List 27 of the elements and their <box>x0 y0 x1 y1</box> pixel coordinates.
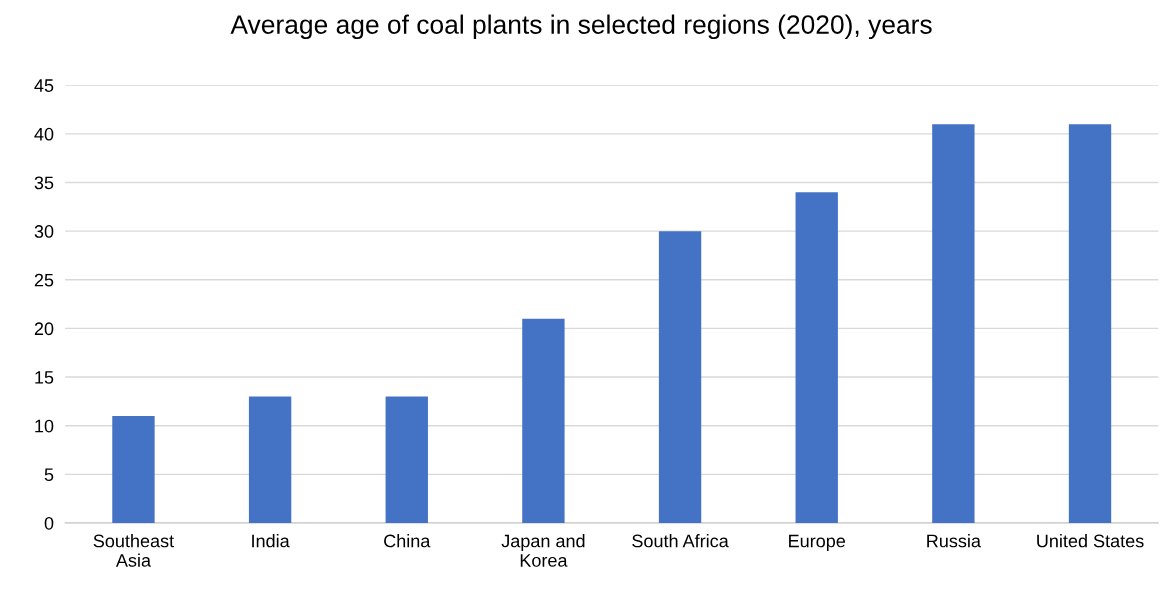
y-tick-label: 35 <box>34 176 54 190</box>
y-tick-label: 45 <box>34 79 54 92</box>
x-tick-label: China <box>384 534 431 548</box>
bar <box>932 124 975 523</box>
bar <box>385 396 428 523</box>
bar <box>522 318 565 523</box>
y-tick-label: 15 <box>35 371 54 384</box>
y-tick-label: 40 <box>34 127 54 141</box>
x-tick-label: India <box>252 534 290 548</box>
x-tick-label: Japan and Korea <box>501 534 585 567</box>
x-tick-label: Southeast Asia <box>93 534 174 567</box>
bar <box>248 396 292 523</box>
bar <box>658 231 702 523</box>
x-tick-label: Russia <box>927 534 981 548</box>
y-tick-label: 0 <box>44 516 54 530</box>
chart-title: Average age of coal plants in selected regions (2020), years <box>230 14 932 40</box>
y-tick-label: 10 <box>35 419 54 433</box>
x-tick-label: Europe <box>789 534 846 551</box>
x-tick-label: South Africa <box>632 534 729 548</box>
bar <box>112 415 155 523</box>
y-tick-label: 25 <box>34 273 54 287</box>
y-tick-label: 20 <box>34 322 54 336</box>
y-tick-label: 30 <box>34 225 54 238</box>
bar <box>1068 124 1112 523</box>
y-tick-label: 5 <box>44 468 54 482</box>
x-tick-label: United States <box>1037 534 1144 548</box>
bar <box>795 192 838 523</box>
